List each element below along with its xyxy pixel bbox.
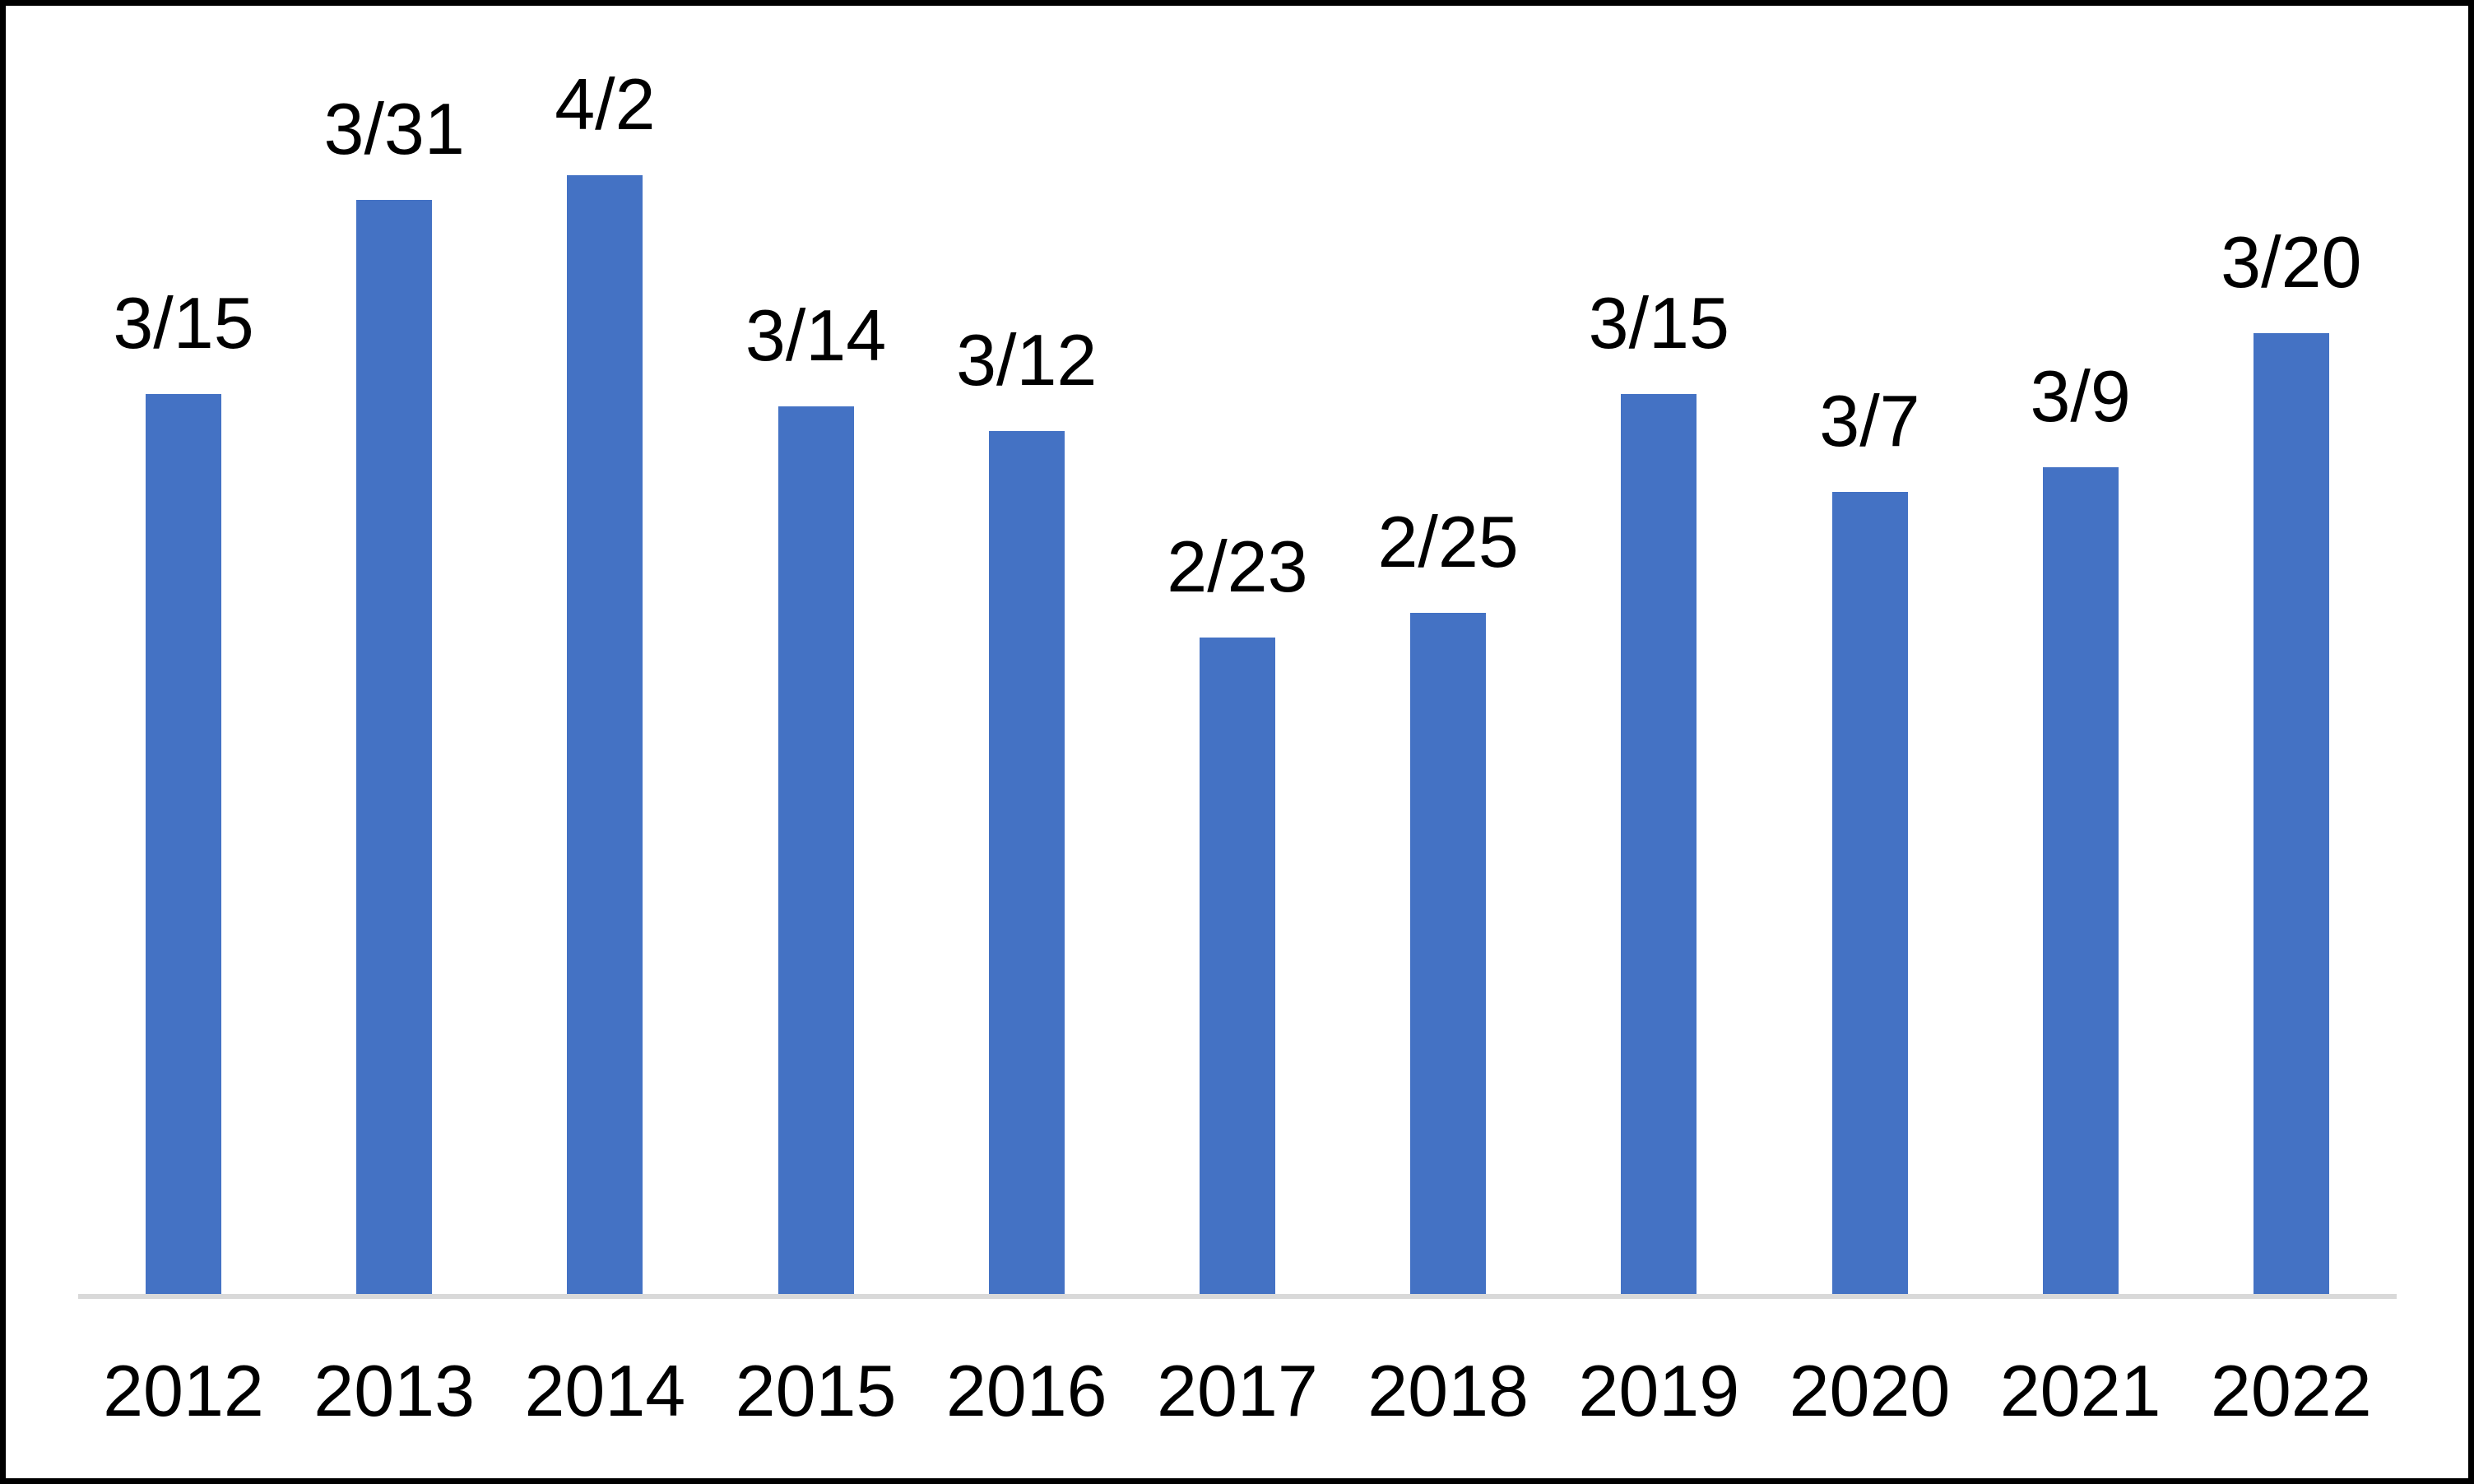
bar-value-label-2015: 3/14	[745, 294, 887, 376]
bar-2022	[2253, 333, 2329, 1294]
bar-value-label-2017: 2/23	[1167, 526, 1308, 607]
bar-2020	[1831, 492, 1908, 1294]
x-axis-line	[78, 1294, 2397, 1299]
bar-2021	[2042, 467, 2119, 1294]
bar-2012	[146, 394, 222, 1294]
bar-2017	[1200, 638, 1275, 1294]
x-axis-tick-label-2016: 2016	[945, 1350, 1107, 1431]
bar-2018	[1410, 613, 1487, 1294]
bar-2013	[356, 200, 433, 1294]
bar-value-label-2018: 2/25	[1377, 501, 1519, 582]
bar-value-label-2020: 3/7	[1819, 380, 1920, 461]
bar-value-label-2022: 3/20	[2221, 221, 2362, 303]
bar-2014	[567, 175, 643, 1294]
x-axis-tick-label-2014: 2014	[524, 1350, 686, 1431]
x-axis-tick-label-2022: 2022	[2210, 1350, 2372, 1431]
bar-2015	[777, 406, 854, 1294]
bar-value-label-2013: 3/31	[323, 88, 465, 169]
x-axis-tick-label-2012: 2012	[103, 1350, 264, 1431]
x-axis-tick-label-2019: 2019	[1578, 1350, 1740, 1431]
x-axis-tick-label-2017: 2017	[1157, 1350, 1318, 1431]
bar-value-label-2021: 3/9	[2030, 355, 2131, 437]
x-axis-tick-label-2020: 2020	[1789, 1350, 1951, 1431]
x-axis-tick-label-2018: 2018	[1367, 1350, 1529, 1431]
plot-area: 3/15 3/31 4/2 3/14 3/12 2/23 2/25 3/15 3/7 3/9 3/2…	[6, 6, 2468, 1478]
x-axis-tick-label-2021: 2021	[1999, 1350, 2161, 1431]
bar-2019	[1621, 394, 1697, 1294]
x-axis-tick-label-2013: 2013	[313, 1350, 476, 1431]
bar-value-label-2016: 3/12	[956, 319, 1098, 401]
x-axis-tick-label-2015: 2015	[735, 1350, 897, 1431]
bar-2016	[988, 431, 1065, 1294]
bar-value-label-2014: 4/2	[555, 63, 656, 145]
bar-value-label-2012: 3/15	[113, 282, 254, 364]
bar-value-label-2019: 3/15	[1588, 282, 1729, 364]
